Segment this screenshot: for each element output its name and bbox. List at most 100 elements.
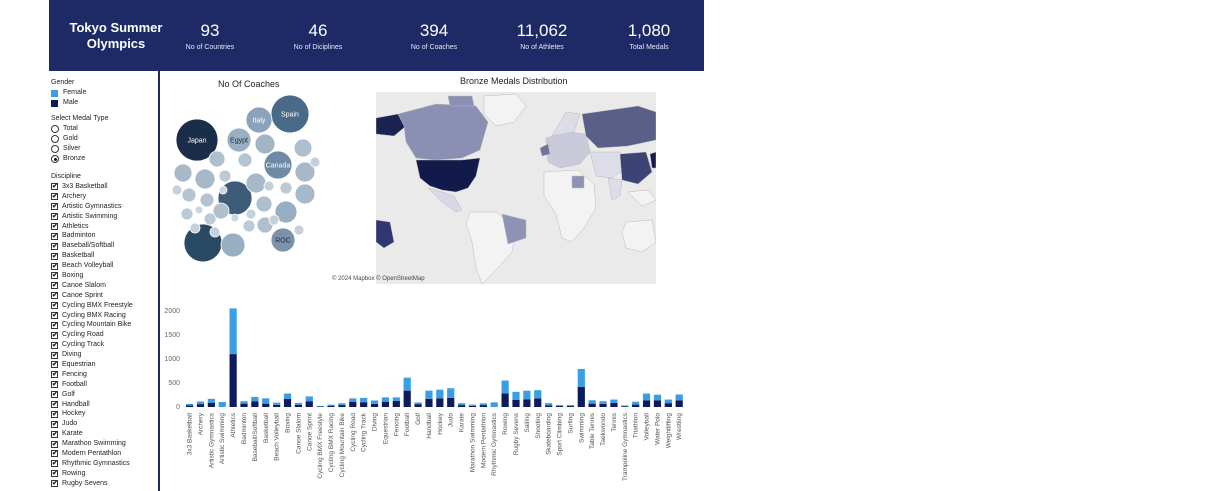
discipline-filter-item[interactable]: ✔ Badminton [51, 231, 157, 241]
bar-segment-female[interactable] [273, 402, 281, 405]
bar-segment-male[interactable] [207, 402, 215, 407]
checkbox-checked-icon[interactable]: ✔ [51, 213, 58, 221]
bar-segment-male[interactable] [458, 405, 466, 407]
country-bubble[interactable] [255, 195, 273, 213]
checkbox-checked-icon[interactable]: ✔ [51, 242, 58, 250]
bar-segment-male[interactable] [664, 403, 672, 407]
discipline-filter-item[interactable]: ✔ Karate [51, 429, 157, 439]
checkbox-checked-icon[interactable]: ✔ [51, 252, 58, 260]
checkbox-checked-icon[interactable]: ✔ [51, 430, 58, 438]
checkbox-checked-icon[interactable]: ✔ [51, 223, 58, 230]
checkbox-checked-icon[interactable]: ✔ [51, 193, 58, 201]
country-bubble[interactable] [199, 192, 215, 208]
bubble-egypt[interactable] [226, 127, 252, 153]
bar-segment-female[interactable] [621, 405, 629, 407]
country-bubble[interactable] [293, 138, 313, 158]
country-bubble[interactable] [194, 205, 204, 215]
discipline-filter-item[interactable]: ✔ Diving [51, 350, 157, 360]
checkbox-checked-icon[interactable]: ✔ [51, 232, 58, 240]
bubble-canada[interactable] [263, 150, 293, 180]
medal-option-total[interactable]: Total [51, 124, 157, 134]
checkbox-checked-icon[interactable]: ✔ [51, 321, 58, 329]
radio-icon[interactable] [51, 135, 59, 143]
bar-segment-male[interactable] [327, 405, 335, 407]
discipline-filter-item[interactable]: ✔ Canoe Slalom [51, 281, 157, 291]
country-bubble[interactable] [293, 224, 305, 236]
country-bubble[interactable] [171, 184, 183, 196]
checkbox-checked-icon[interactable]: ✔ [51, 361, 58, 369]
checkbox-checked-icon[interactable]: ✔ [51, 391, 58, 399]
bar-segment-male[interactable] [196, 404, 205, 407]
bar-segment-female[interactable] [218, 401, 226, 407]
bar-segment-male[interactable] [414, 404, 422, 407]
checkbox-checked-icon[interactable]: ✔ [51, 272, 58, 280]
bar-segment-male[interactable] [370, 403, 379, 407]
bar-segment-male[interactable] [501, 393, 509, 407]
bar-segment-female[interactable] [370, 400, 379, 404]
bar-segment-male[interactable] [251, 401, 259, 407]
bar-segment-male[interactable] [610, 402, 618, 407]
bar-segment-female[interactable] [403, 377, 411, 391]
discipline-filter-item[interactable]: ✔ Athletics [51, 222, 157, 232]
bar-segment-female[interactable] [534, 390, 542, 399]
checkbox-checked-icon[interactable]: ✔ [51, 401, 58, 409]
medal-option-silver[interactable]: Silver [51, 144, 157, 154]
bar-segment-female[interactable] [327, 404, 335, 406]
checkbox-checked-icon[interactable]: ✔ [51, 420, 58, 428]
bar-segment-female[interactable] [599, 401, 607, 404]
bar-segment-male[interactable] [512, 399, 520, 407]
bar-segment-female[interactable] [610, 399, 618, 403]
discipline-filter-item[interactable]: ✔ Cycling BMX Racing [51, 311, 157, 321]
country-bubble[interactable] [294, 161, 316, 183]
checkbox-checked-icon[interactable]: ✔ [51, 312, 58, 320]
bar-segment-male[interactable] [479, 405, 487, 407]
country-bubble[interactable] [245, 172, 267, 194]
discipline-filter-item[interactable]: ✔ Rugby Sevens [51, 479, 157, 489]
bar-segment-male[interactable] [186, 405, 194, 407]
discipline-filter-item[interactable]: ✔ Archery [51, 192, 157, 202]
medal-option-bronze[interactable]: Bronze [51, 154, 157, 164]
bar-segment-male[interactable] [675, 400, 683, 407]
bar-segment-female[interactable] [653, 394, 662, 401]
bar-segment-male[interactable] [338, 405, 346, 407]
bar-segment-female[interactable] [458, 403, 466, 406]
bar-segment-female[interactable] [425, 390, 433, 399]
bar-segment-female[interactable] [479, 403, 487, 406]
bar-segment-female[interactable] [632, 401, 640, 405]
bar-segment-female[interactable] [436, 389, 444, 399]
country-bubble[interactable] [218, 185, 228, 195]
discipline-filter-item[interactable]: ✔ Golf [51, 390, 157, 400]
legend-item-female[interactable]: Female [51, 88, 157, 98]
country-bubble[interactable] [180, 207, 194, 221]
checkbox-checked-icon[interactable]: ✔ [51, 302, 58, 310]
bar-segment-female[interactable] [283, 393, 292, 399]
bar-segment-female[interactable] [338, 403, 346, 406]
bar-segment-female[interactable] [675, 394, 683, 401]
discipline-filter-item[interactable]: ✔ Artistic Swimming [51, 212, 157, 222]
checkbox-checked-icon[interactable]: ✔ [51, 381, 58, 389]
country-bubble[interactable] [230, 213, 240, 223]
country-bubble[interactable] [209, 226, 221, 238]
discipline-filter-item[interactable]: ✔ Rowing [51, 469, 157, 479]
bar-segment-male[interactable] [653, 400, 662, 407]
bar-segment-male[interactable] [240, 403, 248, 407]
discipline-filter-item[interactable]: ✔ Fencing [51, 370, 157, 380]
country-bubble[interactable] [274, 200, 298, 224]
bar-segment-female[interactable] [577, 369, 585, 387]
checkbox-checked-icon[interactable]: ✔ [51, 460, 58, 468]
country-bubble[interactable] [173, 163, 193, 183]
discipline-filter-item[interactable]: ✔ 3x3 Basketball [51, 182, 157, 192]
bar-segment-male[interactable] [381, 401, 390, 407]
radio-icon[interactable] [51, 155, 59, 163]
bar-segment-female[interactable] [414, 402, 422, 405]
discipline-filter-item[interactable]: ✔ Judo [51, 419, 157, 429]
bar-segment-female[interactable] [468, 404, 477, 406]
discipline-filter-item[interactable]: ✔ Football [51, 380, 157, 390]
bar-segment-male[interactable] [534, 398, 542, 407]
bar-segment-female[interactable] [196, 401, 205, 405]
bronze-medal-map[interactable] [376, 92, 656, 284]
country-bubble[interactable] [181, 187, 197, 203]
checkbox-checked-icon[interactable]: ✔ [51, 262, 58, 270]
bar-segment-male[interactable] [523, 399, 531, 407]
bar-segment-female[interactable] [588, 400, 596, 404]
